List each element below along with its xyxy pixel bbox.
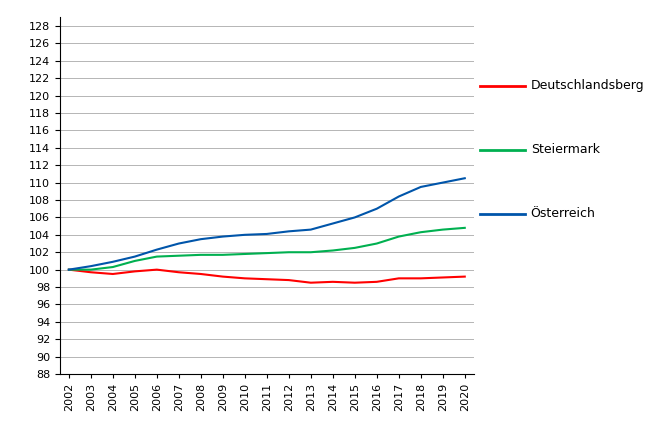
Deutschlandsberg (87, 270, 95, 275)
Österreich (395, 194, 403, 199)
Deutschlandsberg (241, 276, 249, 281)
Österreich (109, 259, 117, 264)
Deutschlandsberg (395, 276, 403, 281)
Steiermark (285, 250, 293, 255)
Österreich (417, 184, 425, 190)
Steiermark (307, 250, 315, 255)
Deutschlandsberg (461, 274, 469, 279)
Steiermark (351, 245, 359, 250)
Österreich (197, 237, 205, 242)
Steiermark (329, 248, 337, 253)
Steiermark (241, 252, 249, 257)
Österreich (461, 176, 469, 181)
Österreich (219, 234, 227, 239)
Text: Österreich: Österreich (531, 207, 596, 220)
Österreich (87, 264, 95, 269)
Deutschlandsberg (175, 270, 183, 275)
Text: Steiermark: Steiermark (531, 143, 600, 157)
Deutschlandsberg (417, 276, 425, 281)
Steiermark (263, 251, 271, 256)
Line: Steiermark: Steiermark (69, 228, 465, 270)
Deutschlandsberg (263, 276, 271, 282)
Text: Deutschlandsberg: Deutschlandsberg (531, 80, 644, 92)
Österreich (175, 241, 183, 246)
Deutschlandsberg (109, 271, 117, 276)
Steiermark (395, 234, 403, 239)
Österreich (439, 180, 447, 185)
Österreich (241, 232, 249, 237)
Steiermark (65, 267, 73, 272)
Deutschlandsberg (153, 267, 161, 272)
Steiermark (109, 264, 117, 270)
Steiermark (461, 225, 469, 230)
Deutschlandsberg (329, 279, 337, 284)
Österreich (65, 267, 73, 272)
Deutschlandsberg (219, 274, 227, 279)
Steiermark (153, 254, 161, 259)
Deutschlandsberg (131, 269, 139, 274)
Deutschlandsberg (65, 267, 73, 272)
Österreich (263, 231, 271, 236)
Österreich (285, 229, 293, 234)
Österreich (307, 227, 315, 232)
Line: Österreich: Österreich (69, 178, 465, 270)
Steiermark (219, 252, 227, 258)
Steiermark (417, 230, 425, 235)
Deutschlandsberg (373, 279, 381, 284)
Deutschlandsberg (439, 275, 447, 280)
Steiermark (197, 252, 205, 258)
Steiermark (439, 227, 447, 232)
Österreich (131, 254, 139, 259)
Steiermark (175, 253, 183, 258)
Steiermark (373, 241, 381, 246)
Österreich (329, 221, 337, 226)
Deutschlandsberg (351, 280, 359, 285)
Deutschlandsberg (307, 280, 315, 285)
Steiermark (131, 258, 139, 264)
Österreich (351, 215, 359, 220)
Line: Deutschlandsberg: Deutschlandsberg (69, 270, 465, 283)
Deutschlandsberg (285, 277, 293, 283)
Österreich (153, 247, 161, 252)
Österreich (373, 206, 381, 211)
Steiermark (87, 267, 95, 272)
Deutschlandsberg (197, 271, 205, 276)
